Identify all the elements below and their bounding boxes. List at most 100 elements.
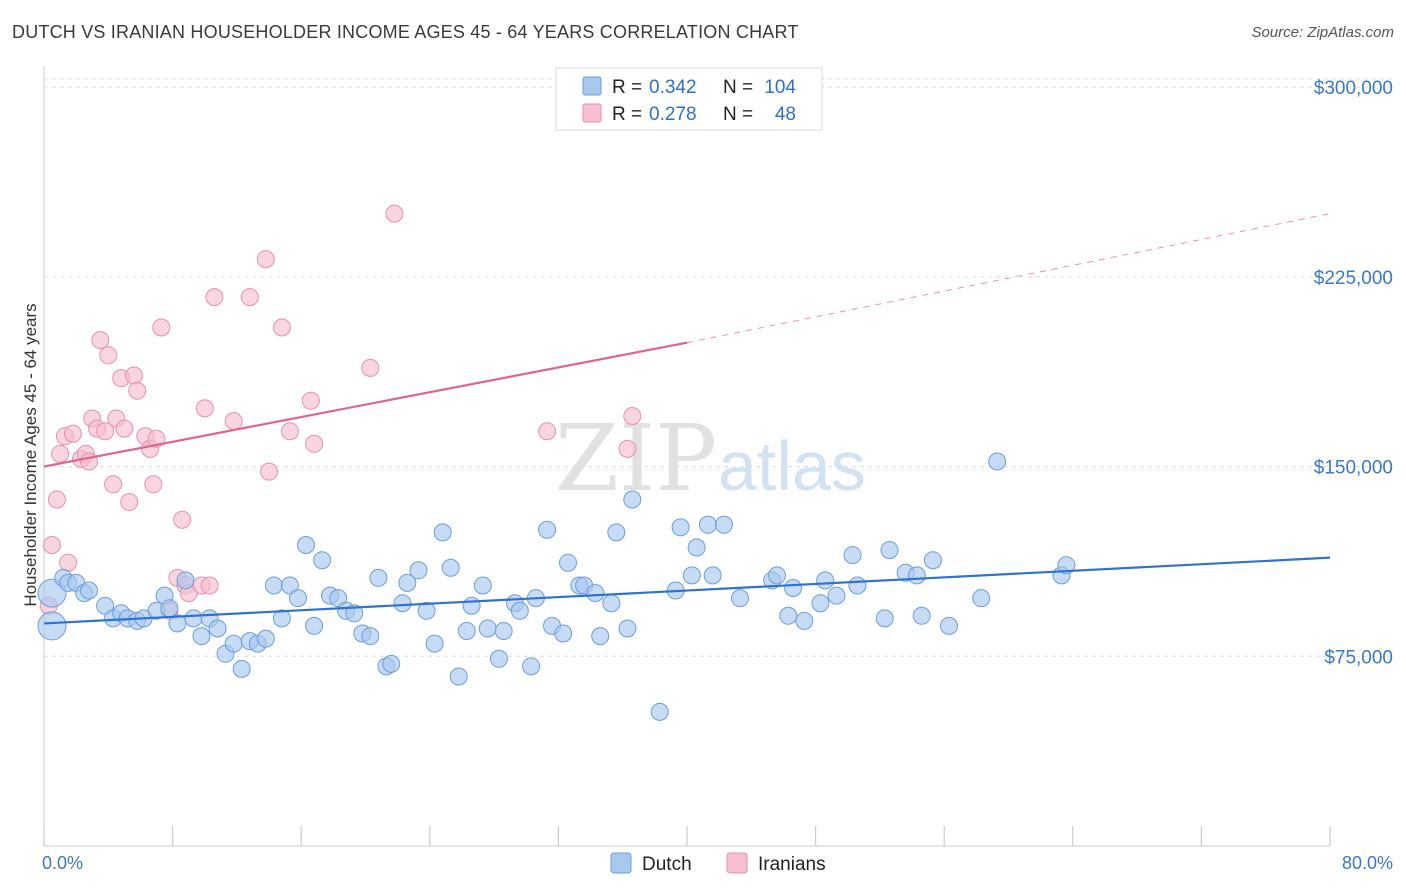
- dutch-point: [305, 616, 324, 635]
- dutch-point: [425, 634, 444, 653]
- dutch-point: [559, 553, 577, 572]
- series-legend: Dutch Iranians: [610, 852, 826, 875]
- dutch-point: [703, 566, 722, 585]
- dutch-point: [160, 599, 179, 618]
- stats-legend: R = 0.342 N = 104 R = 0.278 N = 48: [555, 67, 823, 131]
- stats-legend-iranian-n-value: 48: [775, 104, 796, 125]
- tick-label-layer: $300,000 $225,000 $150,000 $75,000 0.0% 80.0%: [42, 78, 1393, 873]
- dutch-point: [409, 561, 428, 580]
- dutch-point: [176, 571, 195, 590]
- y-tick-label: $150,000: [1314, 458, 1393, 479]
- iranian-point: [623, 407, 642, 425]
- iranian-point: [120, 493, 139, 511]
- iranian-point: [195, 399, 214, 418]
- stats-legend-dutch-r-label: R =: [612, 77, 642, 98]
- dutch-point: [618, 619, 637, 638]
- iranian-point: [59, 553, 78, 572]
- dutch-point: [96, 596, 115, 615]
- iranian-point: [173, 510, 192, 529]
- iranian-trend-extension: [686, 213, 1331, 344]
- dutch-point: [361, 627, 380, 646]
- legend-iranian-swatch: [726, 852, 748, 874]
- dutch-point: [369, 568, 388, 587]
- dutch-point: [912, 606, 931, 625]
- dutch-point: [907, 566, 926, 585]
- iranian-point: [115, 419, 134, 438]
- dutch-point: [184, 609, 203, 628]
- dutch-point: [289, 589, 307, 608]
- iranian-point: [280, 422, 299, 441]
- iranian-point: [301, 391, 320, 410]
- iranian-point: [80, 452, 98, 471]
- dutch-point: [224, 634, 243, 653]
- dutch-point: [37, 611, 67, 641]
- dutch-point: [80, 581, 98, 600]
- dutch-point: [417, 601, 436, 620]
- dutch-point: [168, 614, 187, 633]
- dutch-point: [816, 571, 835, 590]
- stats-legend-iranian-n-label: N =: [723, 104, 753, 125]
- dutch-point: [607, 523, 626, 542]
- dutch-point: [192, 627, 211, 646]
- dutch-point: [623, 490, 642, 509]
- iranian-point: [260, 462, 278, 481]
- y-axis-label: Householder Income Ages 45 - 64 years: [21, 303, 40, 606]
- iranian-point: [63, 424, 82, 443]
- dutch-point: [671, 518, 690, 537]
- iranian-point: [385, 204, 404, 223]
- dutch-point: [232, 659, 251, 678]
- dutch-point: [554, 624, 573, 643]
- dutch-point: [811, 594, 830, 613]
- iranian-point: [104, 475, 123, 494]
- dutch-point: [441, 558, 460, 577]
- iranian-point: [152, 318, 171, 337]
- iranian-point: [43, 536, 61, 554]
- trend-layer: [43, 213, 1331, 625]
- iranian-trend-line: [43, 341, 688, 468]
- dutch-point: [297, 536, 315, 554]
- dutch-point: [940, 616, 958, 635]
- dutch-point: [449, 667, 468, 686]
- dutch-point: [494, 622, 513, 640]
- legend-dutch-label: Dutch: [642, 854, 692, 875]
- stats-legend-dutch-n-value: 104: [764, 77, 796, 98]
- legend-dutch-swatch: [610, 852, 632, 874]
- dutch-point: [478, 619, 497, 638]
- iranian-point: [200, 576, 219, 595]
- stats-legend-iranian-r-value: 0.278: [649, 104, 697, 125]
- iranian-point: [99, 346, 118, 365]
- dutch-point: [329, 589, 348, 608]
- dutch-point: [208, 619, 227, 638]
- iranian-point: [91, 331, 110, 350]
- dutch-point: [731, 589, 749, 608]
- dutch-point: [650, 702, 669, 721]
- dutch-point: [827, 586, 846, 605]
- dutch-point: [795, 611, 814, 630]
- iranian-point: [305, 434, 324, 453]
- iranian-point: [224, 412, 243, 431]
- dutch-point: [433, 523, 452, 542]
- stats-legend-dutch-r-value: 0.342: [649, 77, 697, 98]
- iranian-point: [538, 422, 557, 441]
- dutch-point: [1057, 556, 1076, 575]
- y-tick-label: $75,000: [1324, 647, 1393, 668]
- dutch-point: [272, 609, 291, 628]
- dutch-point: [345, 604, 364, 623]
- dutch-point: [843, 546, 862, 565]
- dutch-point: [698, 515, 717, 534]
- iranian-point: [125, 366, 143, 385]
- dutch-point: [398, 573, 417, 592]
- dutch-point: [602, 594, 621, 613]
- dutch-point: [37, 578, 67, 608]
- stats-legend-iranian-swatch: [582, 103, 602, 123]
- dutch-point: [586, 584, 605, 603]
- stats-legend-dutch-swatch: [582, 76, 602, 96]
- x-tick-label-min: 0.0%: [42, 853, 83, 873]
- dutch-point: [848, 576, 867, 595]
- dutch-point: [880, 541, 899, 560]
- iranian-point: [205, 288, 224, 307]
- dutch-point: [768, 566, 786, 585]
- dutch-point: [522, 657, 541, 676]
- points-layer: [37, 204, 1076, 721]
